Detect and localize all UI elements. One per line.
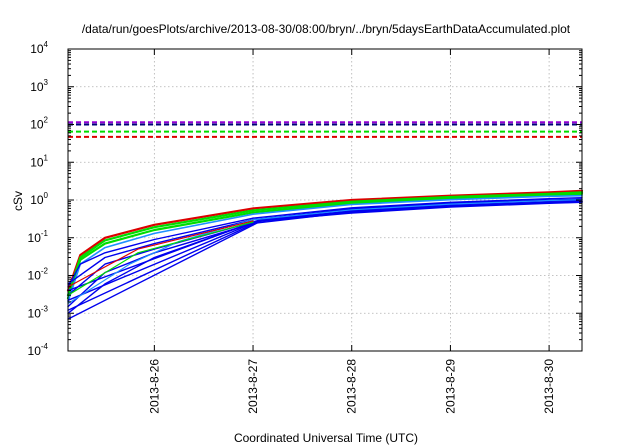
y-tick-base: 10	[28, 231, 42, 245]
y-tick-exponent: 0	[44, 191, 49, 200]
axis-layer: 10-410-310-210-11001011021031042013-8-26…	[28, 40, 582, 414]
series-line	[67, 221, 254, 296]
y-tick-exponent: 1	[44, 153, 49, 162]
y-tick-exponent: -3	[41, 304, 49, 313]
x-tick-label: 2013-8-29	[443, 359, 457, 414]
y-tick-exponent: -1	[41, 229, 49, 238]
y-tick-base: 10	[30, 193, 44, 207]
y-tick-base: 10	[30, 118, 44, 132]
series-line	[67, 194, 583, 303]
x-tick-label: 2013-8-26	[147, 359, 161, 414]
y-tick-label: 104	[30, 40, 48, 56]
y-tick-base: 10	[28, 344, 42, 358]
y-axis-label: cSv	[11, 191, 25, 211]
y-tick-base: 10	[30, 80, 44, 94]
y-tick-label: 10-1	[28, 229, 49, 245]
y-tick-exponent: 3	[44, 78, 49, 87]
y-tick-exponent: -2	[41, 267, 49, 276]
y-tick-exponent: 2	[44, 116, 49, 125]
y-tick-base: 10	[28, 306, 42, 320]
y-tick-label: 101	[30, 153, 48, 169]
series-line	[67, 200, 583, 292]
y-tick-exponent: 4	[44, 40, 49, 49]
y-tick-label: 103	[30, 78, 48, 94]
series-line	[67, 199, 583, 305]
x-tick-label: 2013-8-27	[246, 359, 260, 414]
series-line	[67, 196, 583, 288]
y-tick-label: 10-2	[28, 267, 49, 283]
x-tick-label: 2013-8-28	[345, 359, 359, 414]
chart-title: /data/run/goesPlots/archive/2013-08-30/0…	[82, 22, 571, 36]
y-tick-base: 10	[28, 269, 42, 283]
y-tick-base: 10	[30, 155, 44, 169]
series-line	[66, 192, 584, 300]
y-tick-label: 10-3	[28, 304, 49, 320]
series-line	[66, 189, 584, 292]
series-line	[66, 191, 584, 297]
x-tick-label: 2013-8-30	[542, 359, 556, 414]
plot-layer	[66, 121, 584, 320]
series-line	[67, 200, 583, 308]
series-line	[67, 201, 583, 320]
y-tick-exponent: -4	[41, 342, 49, 351]
y-tick-base: 10	[30, 42, 44, 56]
series-line	[67, 220, 254, 288]
y-tick-label: 10-4	[28, 342, 49, 358]
y-tick-label: 100	[30, 191, 48, 207]
x-axis-label: Coordinated Universal Time (UTC)	[234, 431, 418, 445]
y-tick-label: 102	[30, 116, 48, 132]
